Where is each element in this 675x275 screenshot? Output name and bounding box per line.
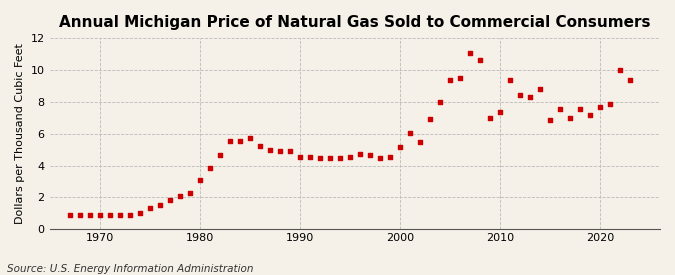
Point: [164, 198, 175, 202]
Point: [234, 139, 245, 143]
Point: [475, 57, 485, 62]
Point: [104, 213, 115, 217]
Point: [444, 77, 455, 82]
Point: [425, 116, 435, 121]
Point: [585, 113, 595, 118]
Point: [325, 156, 335, 161]
Text: Source: U.S. Energy Information Administration: Source: U.S. Energy Information Administ…: [7, 264, 253, 274]
Point: [344, 155, 355, 159]
Point: [134, 210, 145, 215]
Point: [605, 102, 616, 106]
Title: Annual Michigan Price of Natural Gas Sold to Commercial Consumers: Annual Michigan Price of Natural Gas Sol…: [59, 15, 651, 30]
Y-axis label: Dollars per Thousand Cubic Feet: Dollars per Thousand Cubic Feet: [15, 43, 25, 224]
Point: [535, 87, 545, 91]
Point: [435, 100, 446, 104]
Point: [384, 155, 395, 159]
Point: [354, 152, 365, 156]
Point: [414, 140, 425, 145]
Point: [334, 156, 345, 161]
Point: [95, 213, 105, 218]
Point: [524, 95, 535, 99]
Point: [614, 68, 625, 72]
Point: [364, 153, 375, 157]
Point: [124, 212, 135, 217]
Point: [205, 166, 215, 170]
Point: [485, 116, 495, 120]
Point: [84, 213, 95, 218]
Point: [574, 107, 585, 111]
Point: [404, 131, 415, 135]
Point: [114, 213, 125, 217]
Point: [564, 116, 575, 120]
Point: [504, 78, 515, 82]
Point: [555, 107, 566, 111]
Point: [495, 110, 506, 114]
Point: [315, 156, 325, 161]
Point: [394, 145, 405, 150]
Point: [294, 155, 305, 159]
Point: [194, 178, 205, 182]
Point: [464, 51, 475, 56]
Point: [74, 213, 85, 218]
Point: [284, 149, 295, 153]
Point: [154, 202, 165, 207]
Point: [595, 104, 605, 109]
Point: [454, 76, 465, 80]
Point: [224, 139, 235, 143]
Point: [375, 156, 385, 161]
Point: [214, 153, 225, 157]
Point: [144, 206, 155, 210]
Point: [244, 136, 255, 140]
Point: [624, 78, 635, 82]
Point: [265, 147, 275, 152]
Point: [64, 213, 75, 218]
Point: [514, 93, 525, 98]
Point: [274, 149, 285, 153]
Point: [184, 191, 195, 196]
Point: [545, 118, 556, 122]
Point: [304, 155, 315, 159]
Point: [174, 194, 185, 198]
Point: [254, 144, 265, 149]
